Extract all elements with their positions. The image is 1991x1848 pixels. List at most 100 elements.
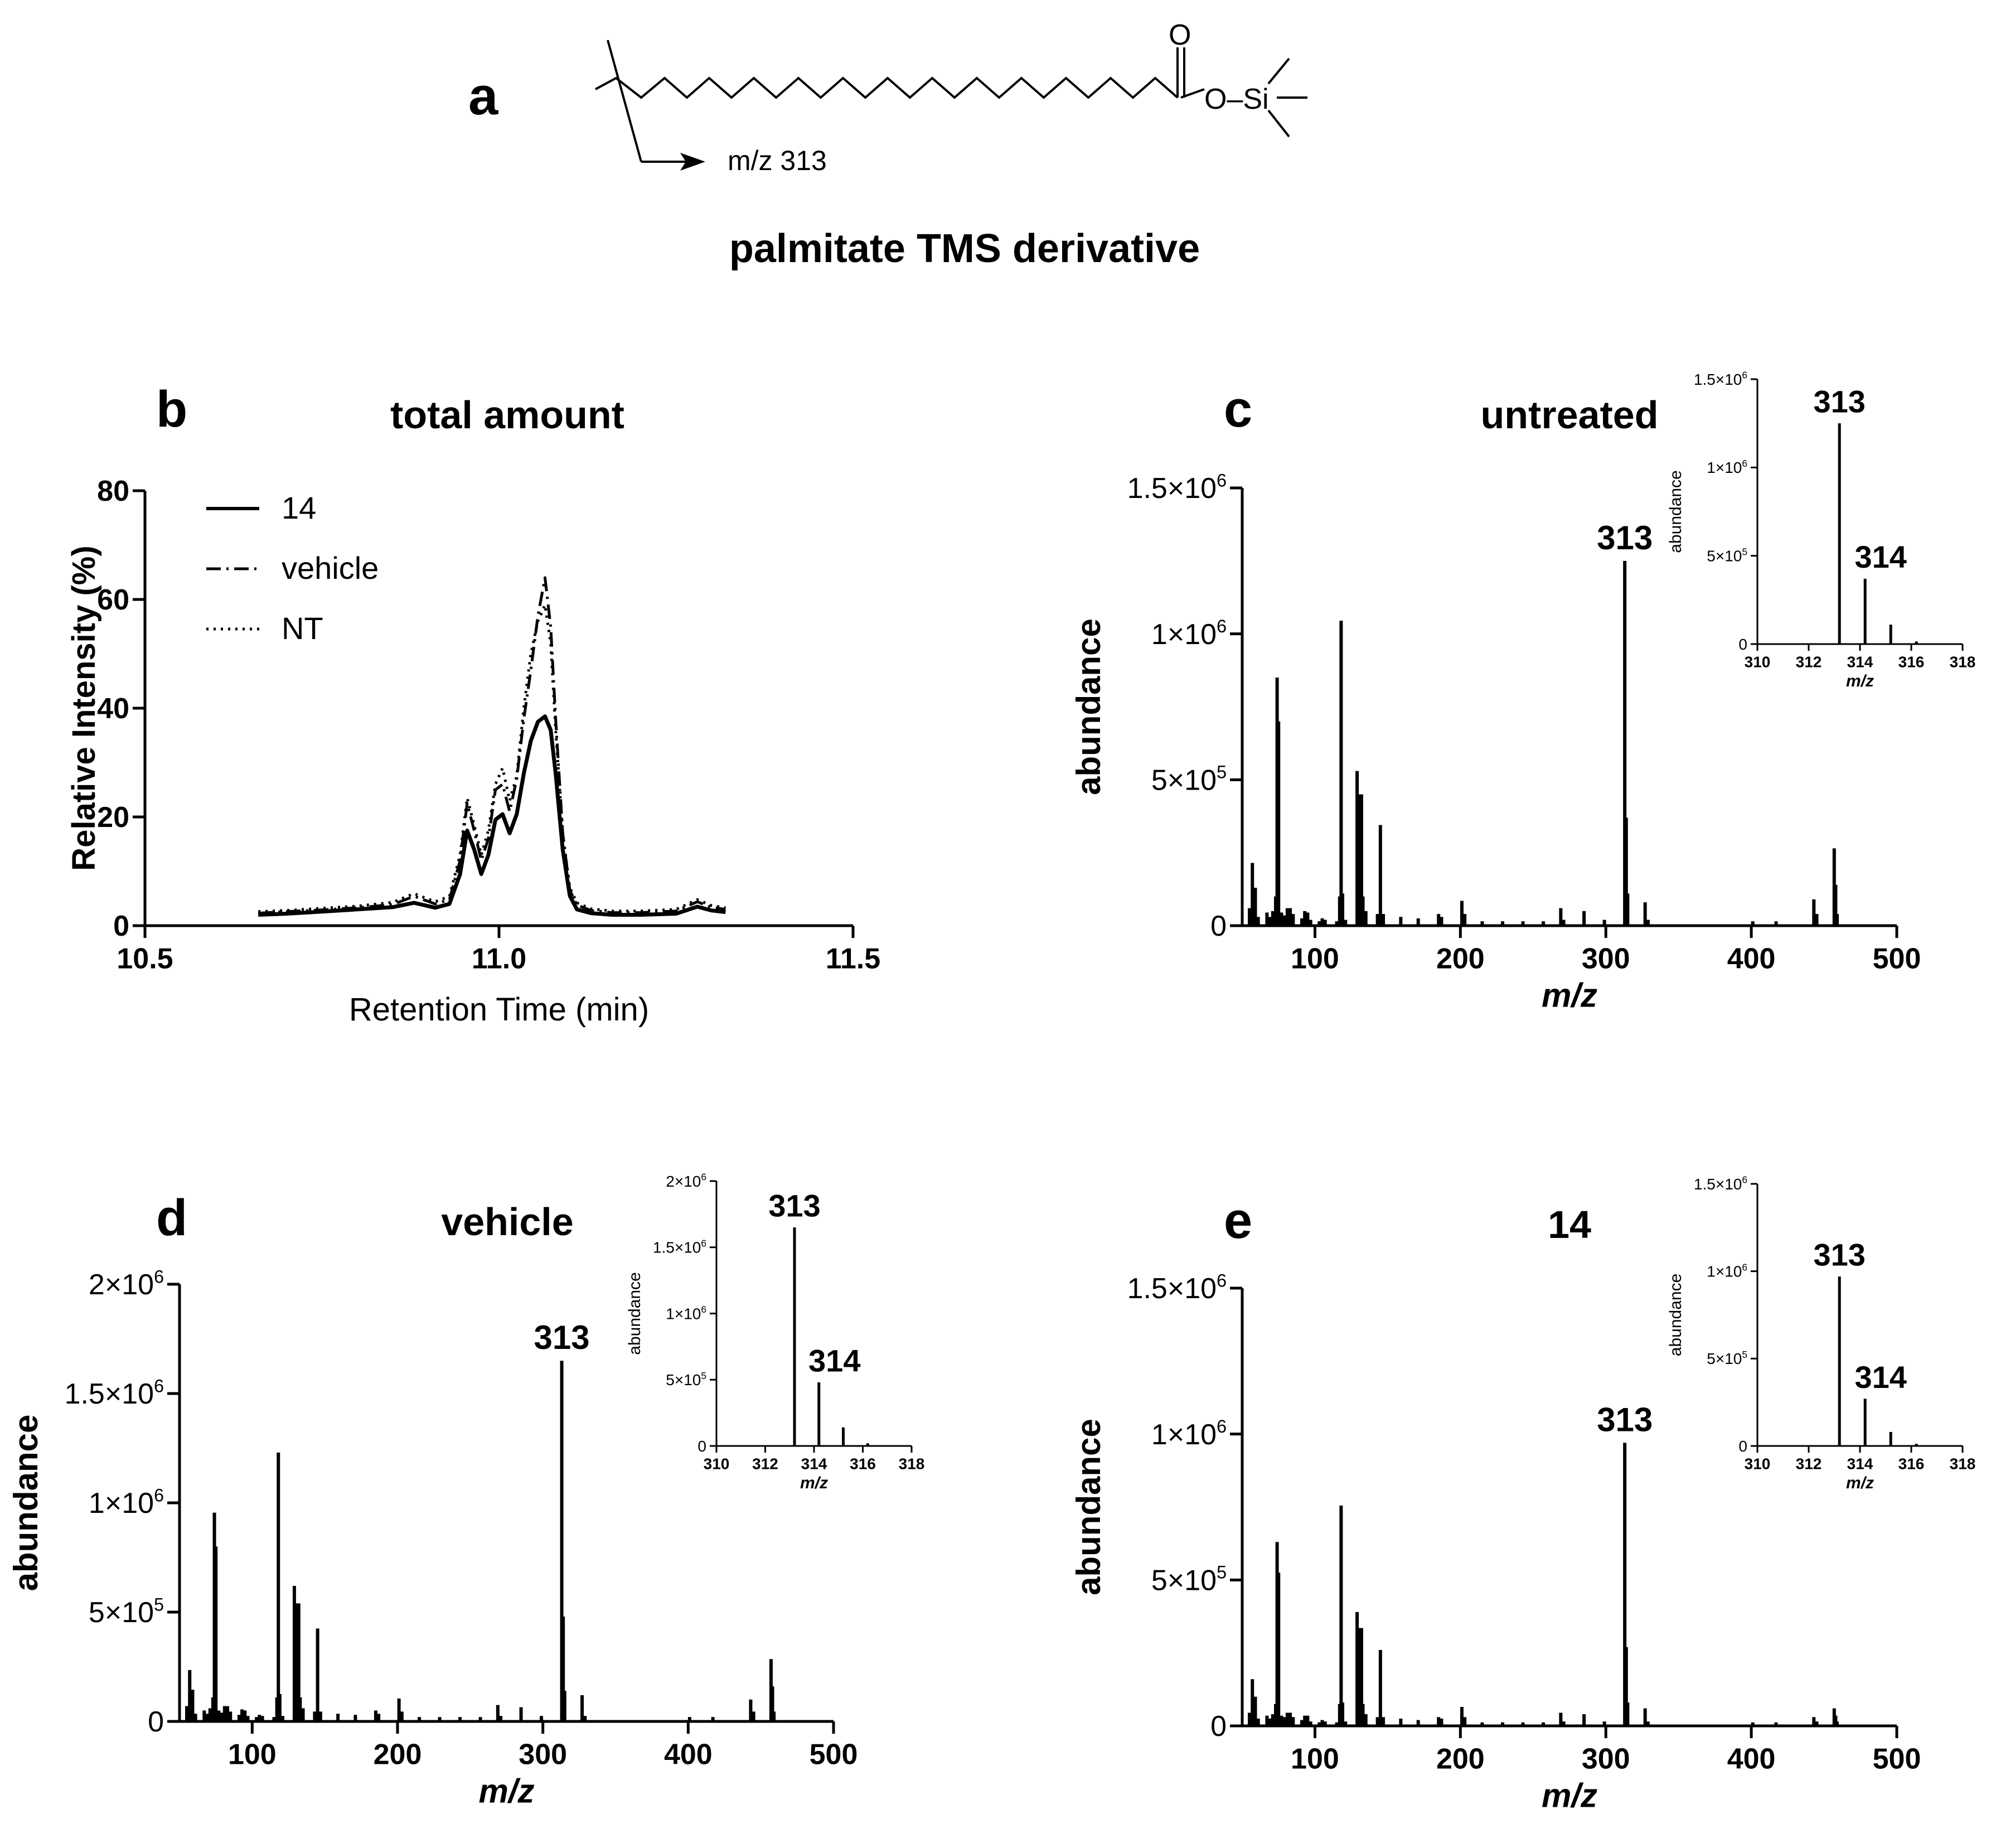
legend-label: NT <box>282 611 323 646</box>
main-y-tick-label: 5×105 <box>1151 1562 1227 1597</box>
chart-title-e: 14 <box>1548 1203 1591 1246</box>
chart-panels: b total amount 10.5 11.0 11.5 0 20 40 60 80 14 vehi… <box>7 370 1975 1815</box>
chart-title-c: untreated <box>1481 393 1659 437</box>
inset-x-tick-label: 310 <box>704 1455 730 1472</box>
si-methyl-down <box>1267 109 1290 138</box>
main-y-tick-label: 1×106 <box>1151 616 1227 651</box>
main-x-tick-label: 500 <box>1873 943 1921 975</box>
si-methyl-up <box>1267 57 1290 85</box>
inset-x-tick-label: 316 <box>1898 1455 1925 1472</box>
main-x-tick-label: 500 <box>810 1739 858 1771</box>
main-y-tick-label: 0 <box>113 910 129 942</box>
main-x-tick-label: 200 <box>374 1739 422 1771</box>
main-y-tick-label: 60 <box>97 584 129 616</box>
legend-label: vehicle <box>282 550 379 586</box>
main-y-axis-label: abundance <box>1070 618 1107 795</box>
main-y-tick-label: 1×106 <box>89 1485 164 1520</box>
inset-x-tick-label: 316 <box>1898 653 1925 670</box>
main-y-axis-label: abundance <box>1070 1419 1107 1595</box>
inset-y-axis-label: abundance <box>1667 1274 1685 1356</box>
chart-d: d vehicle 100 200 300 400 500 0 5×105 1×106 1.5×10… <box>7 1172 924 1810</box>
inset-y-tick-label: 0 <box>1738 1438 1747 1455</box>
main-y-tick-label: 1.5×106 <box>1127 1270 1227 1305</box>
inset-y-tick-label: 2×106 <box>666 1172 706 1190</box>
fragment-label: m/z 313 <box>728 145 827 176</box>
main-y-tick-label: 40 <box>97 693 129 725</box>
inset-y-axis-label: abundance <box>626 1272 644 1354</box>
inset-y-tick-label: 5×105 <box>666 1370 706 1389</box>
inset-y-tick-label: 5×105 <box>1707 546 1747 564</box>
main-y-tick-label: 0 <box>148 1706 164 1738</box>
inset-peak-label: 314 <box>1854 1360 1906 1395</box>
inset-x-axis-label: m/z <box>1846 1474 1874 1492</box>
chart-c: c untreated 100 200 300 400 500 0 5×105 1×106 1.5×… <box>1070 370 1975 1014</box>
inset-peak-label: 313 <box>1813 384 1865 419</box>
inset-x-axis-label: m/z <box>1846 672 1874 690</box>
main-y-tick-label: 1.5×106 <box>65 1376 164 1410</box>
inset-x-tick-label: 314 <box>1847 653 1873 670</box>
main-x-tick-label: 200 <box>1436 943 1485 975</box>
main-y-tick-label: 5×105 <box>89 1594 164 1629</box>
main-x-tick-label: 11.5 <box>826 943 880 975</box>
inset-x-axis-label: m/z <box>800 1474 828 1492</box>
main-x-tick-label: 500 <box>1873 1743 1921 1776</box>
inset-x-tick-label: 312 <box>1796 653 1822 670</box>
compound-name: palmitate TMS derivative <box>729 226 1200 271</box>
main-x-axis-label: m/z <box>478 1773 534 1810</box>
main-y-tick-label: 2×106 <box>89 1266 164 1301</box>
inset-y-tick-label: 1×106 <box>1707 458 1747 476</box>
main-x-tick-label: 300 <box>1582 1743 1630 1776</box>
main-x-tick-label: 300 <box>1582 943 1630 975</box>
palmitate-chain <box>595 76 1179 99</box>
inset-y-tick-label: 5×105 <box>1707 1349 1747 1367</box>
inset-x-tick-label: 318 <box>1950 653 1976 670</box>
ester-si-label: O–Si <box>1204 83 1269 115</box>
inset-x-tick-label: 310 <box>1745 1455 1771 1472</box>
inset-y-axis-label: abundance <box>1667 470 1685 553</box>
main-x-tick-label: 100 <box>1291 1743 1339 1776</box>
inset-y-tick-label: 1×106 <box>1707 1261 1747 1280</box>
chart-title-d: vehicle <box>441 1200 573 1244</box>
main-x-tick-label: 400 <box>1727 1743 1776 1776</box>
main-x-tick-label: 300 <box>519 1739 567 1771</box>
main-y-axis-label: abundance <box>7 1415 45 1591</box>
inset-peak-label: 313 <box>1813 1237 1865 1272</box>
inset-x-tick-label: 312 <box>1796 1455 1822 1472</box>
main-y-tick-label: 0 <box>1210 1710 1227 1743</box>
inset-y-tick-label: 0 <box>1738 636 1747 653</box>
chart-e: e 14 100 200 300 400 500 0 5×105 1×106 1.5×106 313 m… <box>1070 1174 1975 1815</box>
main-y-tick-label: 1×106 <box>1151 1416 1227 1451</box>
inset-x-tick-label: 314 <box>1847 1455 1873 1472</box>
main-y-tick-label: 5×105 <box>1151 762 1227 797</box>
chart-title-b: total amount <box>390 393 624 437</box>
panel-letter-e: e <box>1224 1192 1252 1249</box>
panel-letter-c: c <box>1224 381 1252 438</box>
inset-peak-label: 314 <box>1854 539 1906 574</box>
carbonyl-oxygen: O <box>1169 19 1191 51</box>
main-x-tick-label: 100 <box>228 1739 277 1771</box>
main-y-tick-label: 0 <box>1210 910 1227 942</box>
series-line-NT <box>258 603 726 913</box>
chart-b: b total amount 10.5 11.0 11.5 0 20 40 60 80 14 vehi… <box>66 381 880 1028</box>
main-y-tick-label: 80 <box>97 475 129 507</box>
inset-x-tick-label: 310 <box>1745 653 1771 670</box>
main-peak-label: 313 <box>1597 1401 1653 1438</box>
ester-bond <box>1180 88 1205 99</box>
main-x-tick-label: 400 <box>1727 943 1776 975</box>
panel-a-letter: a <box>468 66 498 126</box>
main-x-tick-label: 10.5 <box>117 943 173 975</box>
fragment-arrowhead <box>680 153 705 171</box>
x-axis-label: Retention Time (min) <box>349 991 649 1028</box>
legend-label: 14 <box>282 490 316 525</box>
main-x-axis-label: m/z <box>1542 1777 1597 1815</box>
inset-x-tick-label: 318 <box>899 1455 925 1472</box>
cleavage-mark <box>607 40 642 162</box>
inset-y-tick-label: 1.5×106 <box>653 1237 706 1256</box>
inset-peak-label: 313 <box>768 1188 820 1223</box>
panel-letter-d: d <box>156 1189 187 1246</box>
inset-y-tick-label: 1.5×106 <box>1694 1174 1747 1193</box>
main-peak-label: 313 <box>534 1319 589 1356</box>
inset-y-tick-label: 1.5×106 <box>1694 370 1747 388</box>
inset-x-tick-label: 316 <box>850 1455 876 1472</box>
